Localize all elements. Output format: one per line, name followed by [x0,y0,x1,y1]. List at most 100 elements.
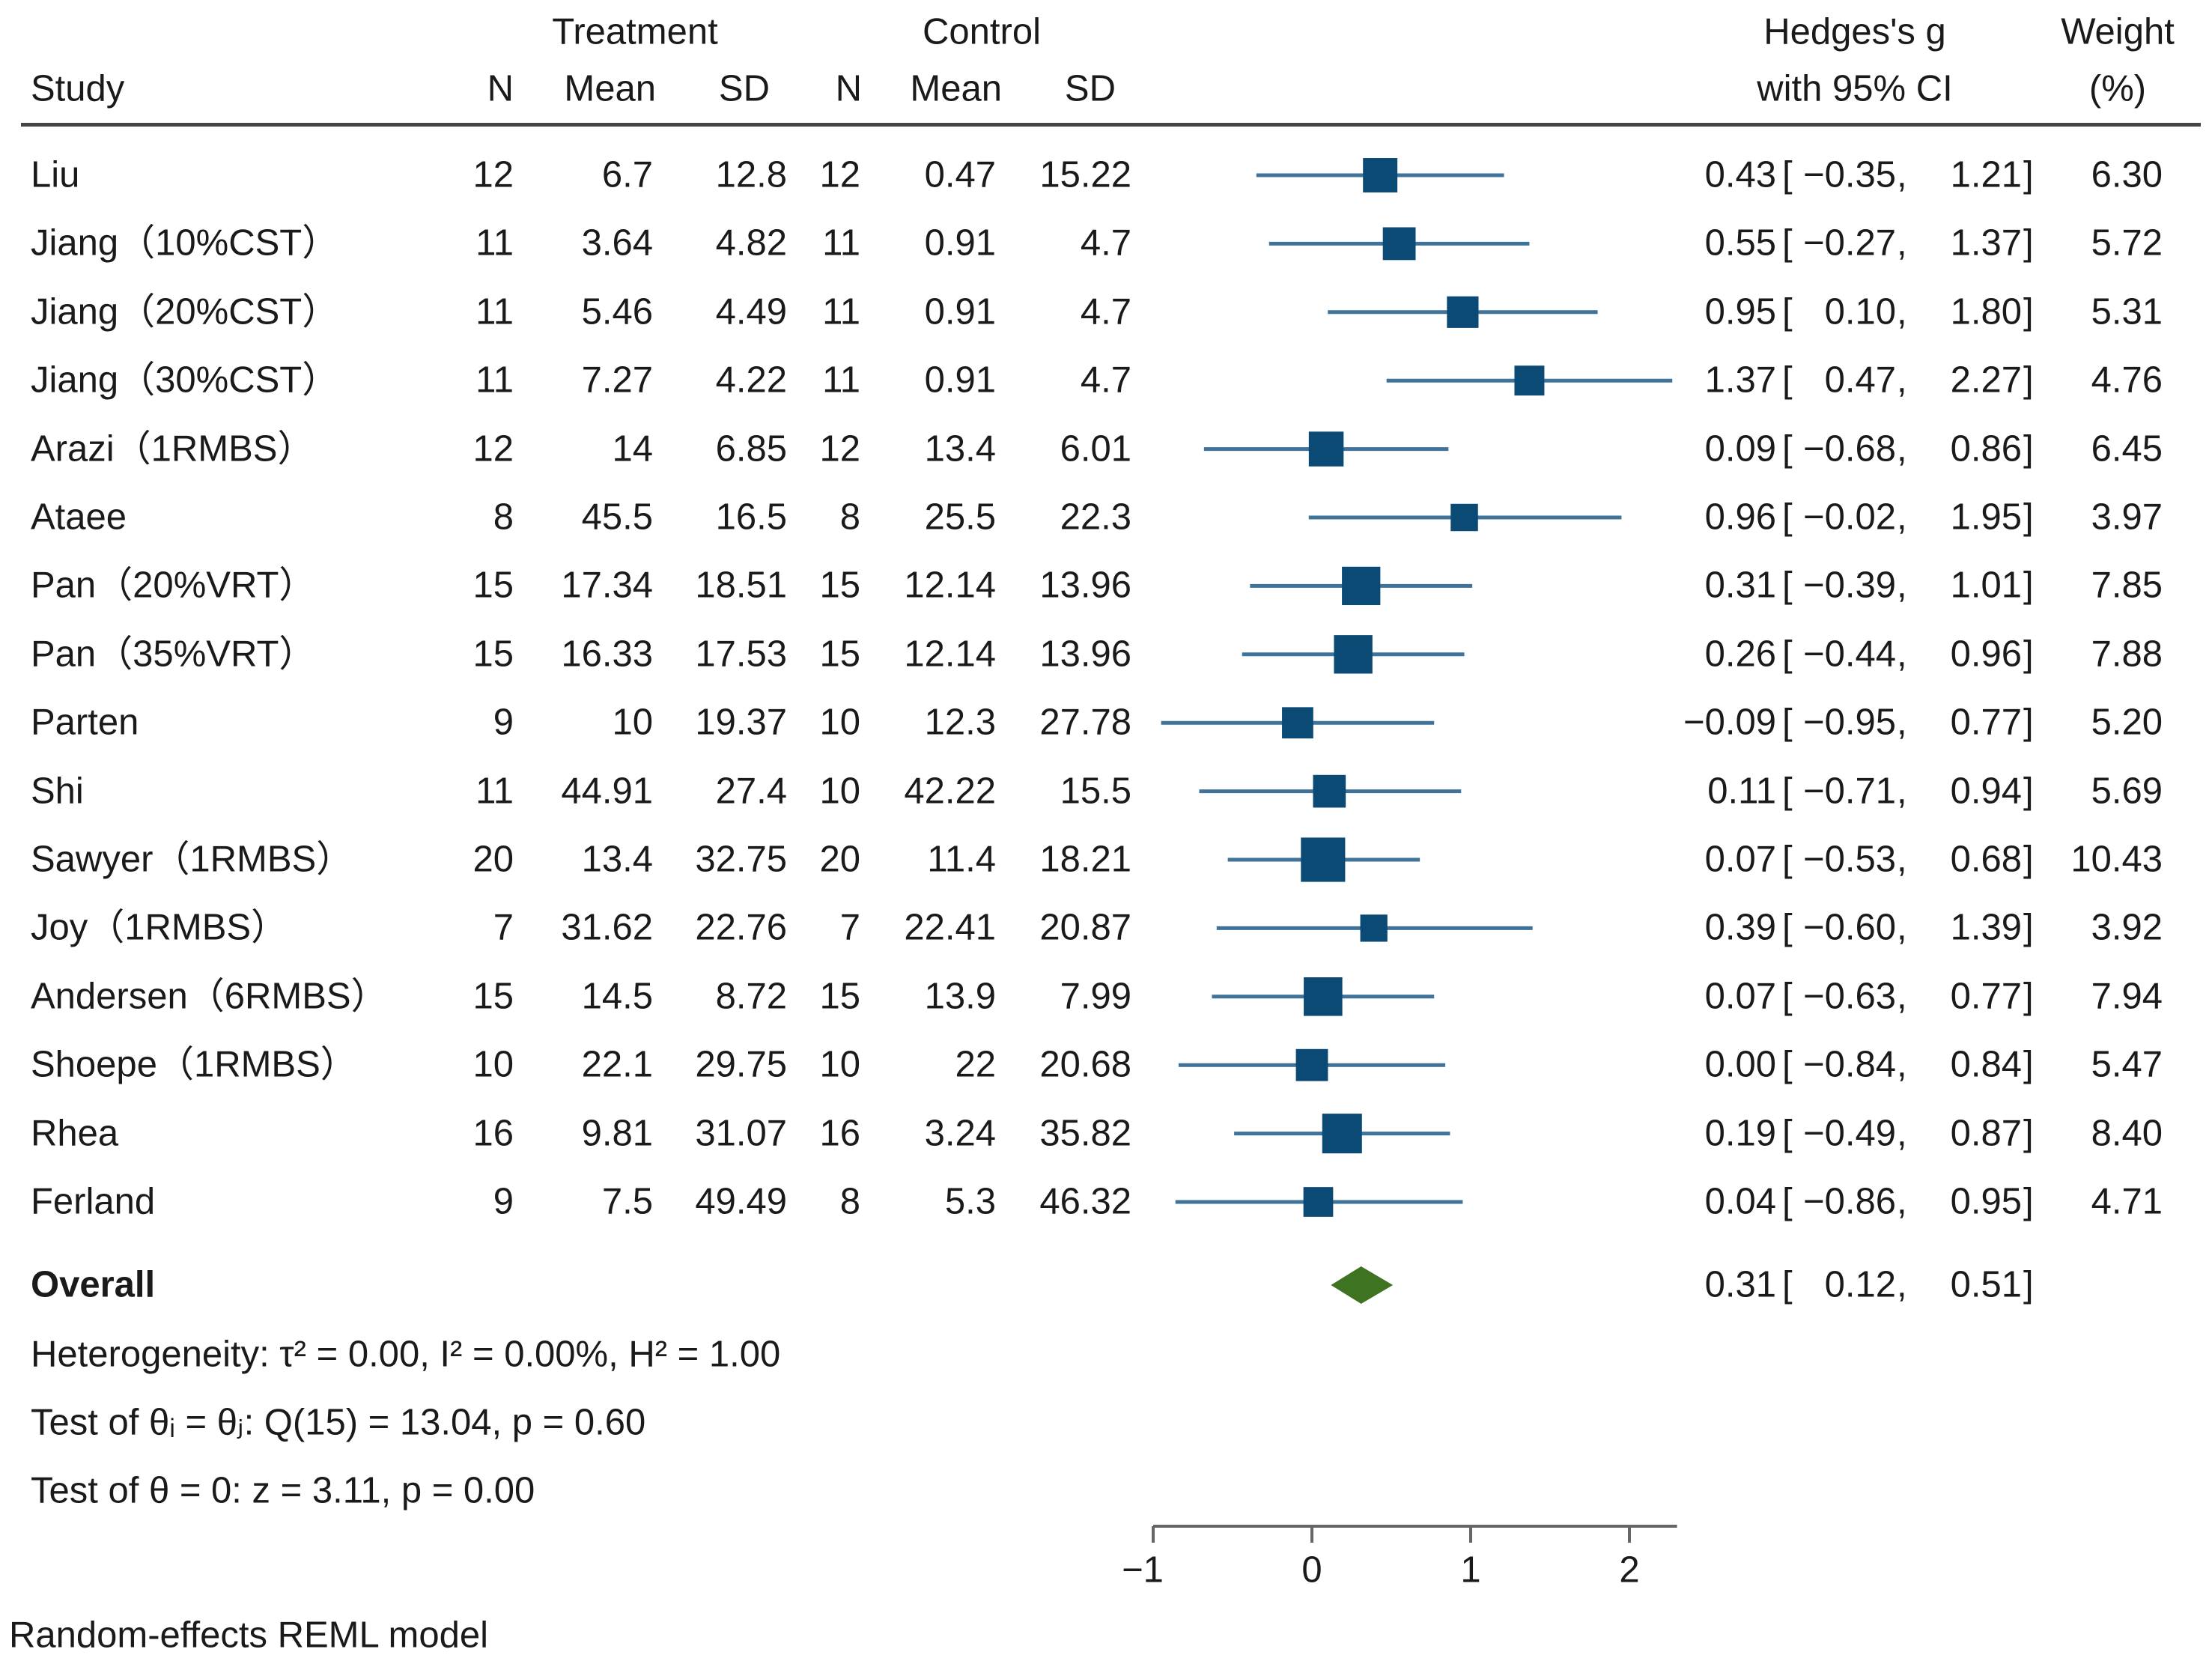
control-n: 12 [819,428,860,470]
ci-upper: 1.37 [1950,222,2022,264]
study-name: Shoepe（1RMBS） [31,1044,357,1085]
effect-square [1282,707,1313,739]
effect-square [1313,774,1346,808]
treatment-n: 20 [473,839,514,880]
study-header: Study [31,68,125,109]
weight-value: 3.92 [2091,907,2163,948]
control-mean: 5.3 [944,1181,996,1222]
effect-square [1295,1048,1328,1081]
control-sd: 4.7 [1080,291,1131,333]
ci-upper: 0.87 [1950,1113,2022,1154]
treatment-mean: 17.34 [561,565,653,606]
overall-ci-upper: 0.51 [1950,1264,2022,1305]
ci-bracket-close: ] [2023,976,2034,1017]
ci-bracket-close: ] [2023,359,2034,401]
control-sd-header: SD [1064,68,1116,109]
treatment-n: 16 [473,1113,514,1154]
treatment-mean: 10 [612,702,653,743]
effect-estimate: 0.95 [1704,291,1776,333]
ci-comma: , [1897,222,1907,264]
effect-square [1342,566,1381,606]
overall-diamond [1331,1266,1394,1304]
control-mean: 25.5 [924,497,996,538]
control-sd: 7.99 [1060,976,1131,1017]
treatment-n: 11 [475,222,514,264]
overall-effect-test: Test of θ = 0: z = 3.11, p = 0.00 [31,1470,535,1511]
ci-bracket-close: ] [2023,1113,2034,1154]
treatment-mean: 5.46 [581,291,653,333]
study-name: Arazi（1RMBS） [31,428,315,470]
effect-estimate: −0.09 [1683,702,1776,743]
weight-value: 5.69 [2091,771,2163,812]
weight-value: 5.20 [2091,702,2163,743]
study-name: Sawyer（1RMBS） [31,839,353,880]
control-n: 10 [819,702,860,743]
control-mean: 0.91 [924,291,996,333]
study-name: Pan（20%VRT） [31,565,316,606]
control-n: 8 [839,1181,860,1222]
control-mean: 0.47 [924,154,996,195]
weight-header-line1: Weight [2061,11,2175,52]
weight-header-line2: (%) [2088,68,2147,109]
control-mean: 22 [955,1044,996,1085]
control-n-header: N [835,68,862,109]
ci-lower: −0.49 [1803,1113,1896,1154]
weight-value: 7.94 [2091,976,2163,1017]
effect-estimate: 0.39 [1704,907,1776,948]
treatment-sd: 17.53 [695,634,787,675]
effect-square [1303,1187,1334,1217]
control-n: 11 [822,359,860,401]
effect-square [1514,365,1545,396]
effect-square [1382,227,1416,261]
effect-square [1308,431,1344,467]
ci-bracket-close: ] [2023,497,2034,538]
homogeneity-test: Test of θᵢ = θⱼ: Q(15) = 13.04, p = 0.60 [31,1402,646,1443]
treatment-mean: 16.33 [561,634,653,675]
control-mean: 3.24 [924,1113,996,1154]
treatment-mean: 7.27 [581,359,653,401]
control-sd: 6.01 [1060,428,1131,470]
ci-bracket-close: ] [2023,771,2034,812]
ci-bracket-close: ] [2023,634,2034,675]
effect-estimate: 0.26 [1704,634,1776,675]
treatment-sd: 49.49 [695,1181,787,1222]
control-n: 10 [819,1044,860,1085]
treatment-sd: 12.8 [715,154,787,195]
ci-bracket-close: ] [2023,702,2034,743]
control-sd: 22.3 [1060,497,1131,538]
control-n: 12 [819,154,860,195]
ci-bracket-close: ] [2023,154,2034,195]
ci-bracket-open: [ [1782,497,1793,538]
effect-header-line2: with 95% CI [1757,68,1953,109]
ci-lower: 0.10 [1824,291,1896,333]
treatment-sd: 32.75 [695,839,787,880]
study-name: Liu [31,154,80,195]
ci-upper: 1.39 [1950,907,2022,948]
ci-bracket-close: ] [2023,565,2034,606]
ci-upper: 0.86 [1950,428,2022,470]
ci-bracket-close: ] [2023,1181,2034,1222]
heterogeneity-stat: Heterogeneity: τ² = 0.00, I² = 0.00%, H²… [31,1334,781,1375]
treatment-n-header: N [487,68,514,109]
control-mean: 11.4 [927,839,996,880]
control-sd: 20.68 [1039,1044,1131,1085]
control-sd: 18.21 [1039,839,1131,880]
weight-value: 6.30 [2091,154,2163,195]
model-footnote: Random-effects REML model [9,1615,488,1656]
treatment-n: 12 [473,428,514,470]
study-name: Joy（1RMBS） [31,907,288,948]
ci-comma: , [1897,154,1907,195]
control-mean: 12.3 [924,702,996,743]
ci-bracket-close: ] [2023,428,2034,470]
ci-lower: −0.84 [1803,1044,1896,1085]
effect-estimate: 0.07 [1704,976,1776,1017]
ci-comma: , [1897,771,1907,812]
ci-bracket-close: ] [2023,907,2034,948]
study-name: Ataee [31,497,127,538]
treatment-sd: 22.76 [695,907,787,948]
ci-comma: , [1897,1264,1907,1305]
ci-bracket-close: ] [2023,1044,2034,1085]
control-sd: 4.7 [1080,359,1131,401]
study-name: Ferland [31,1181,156,1222]
